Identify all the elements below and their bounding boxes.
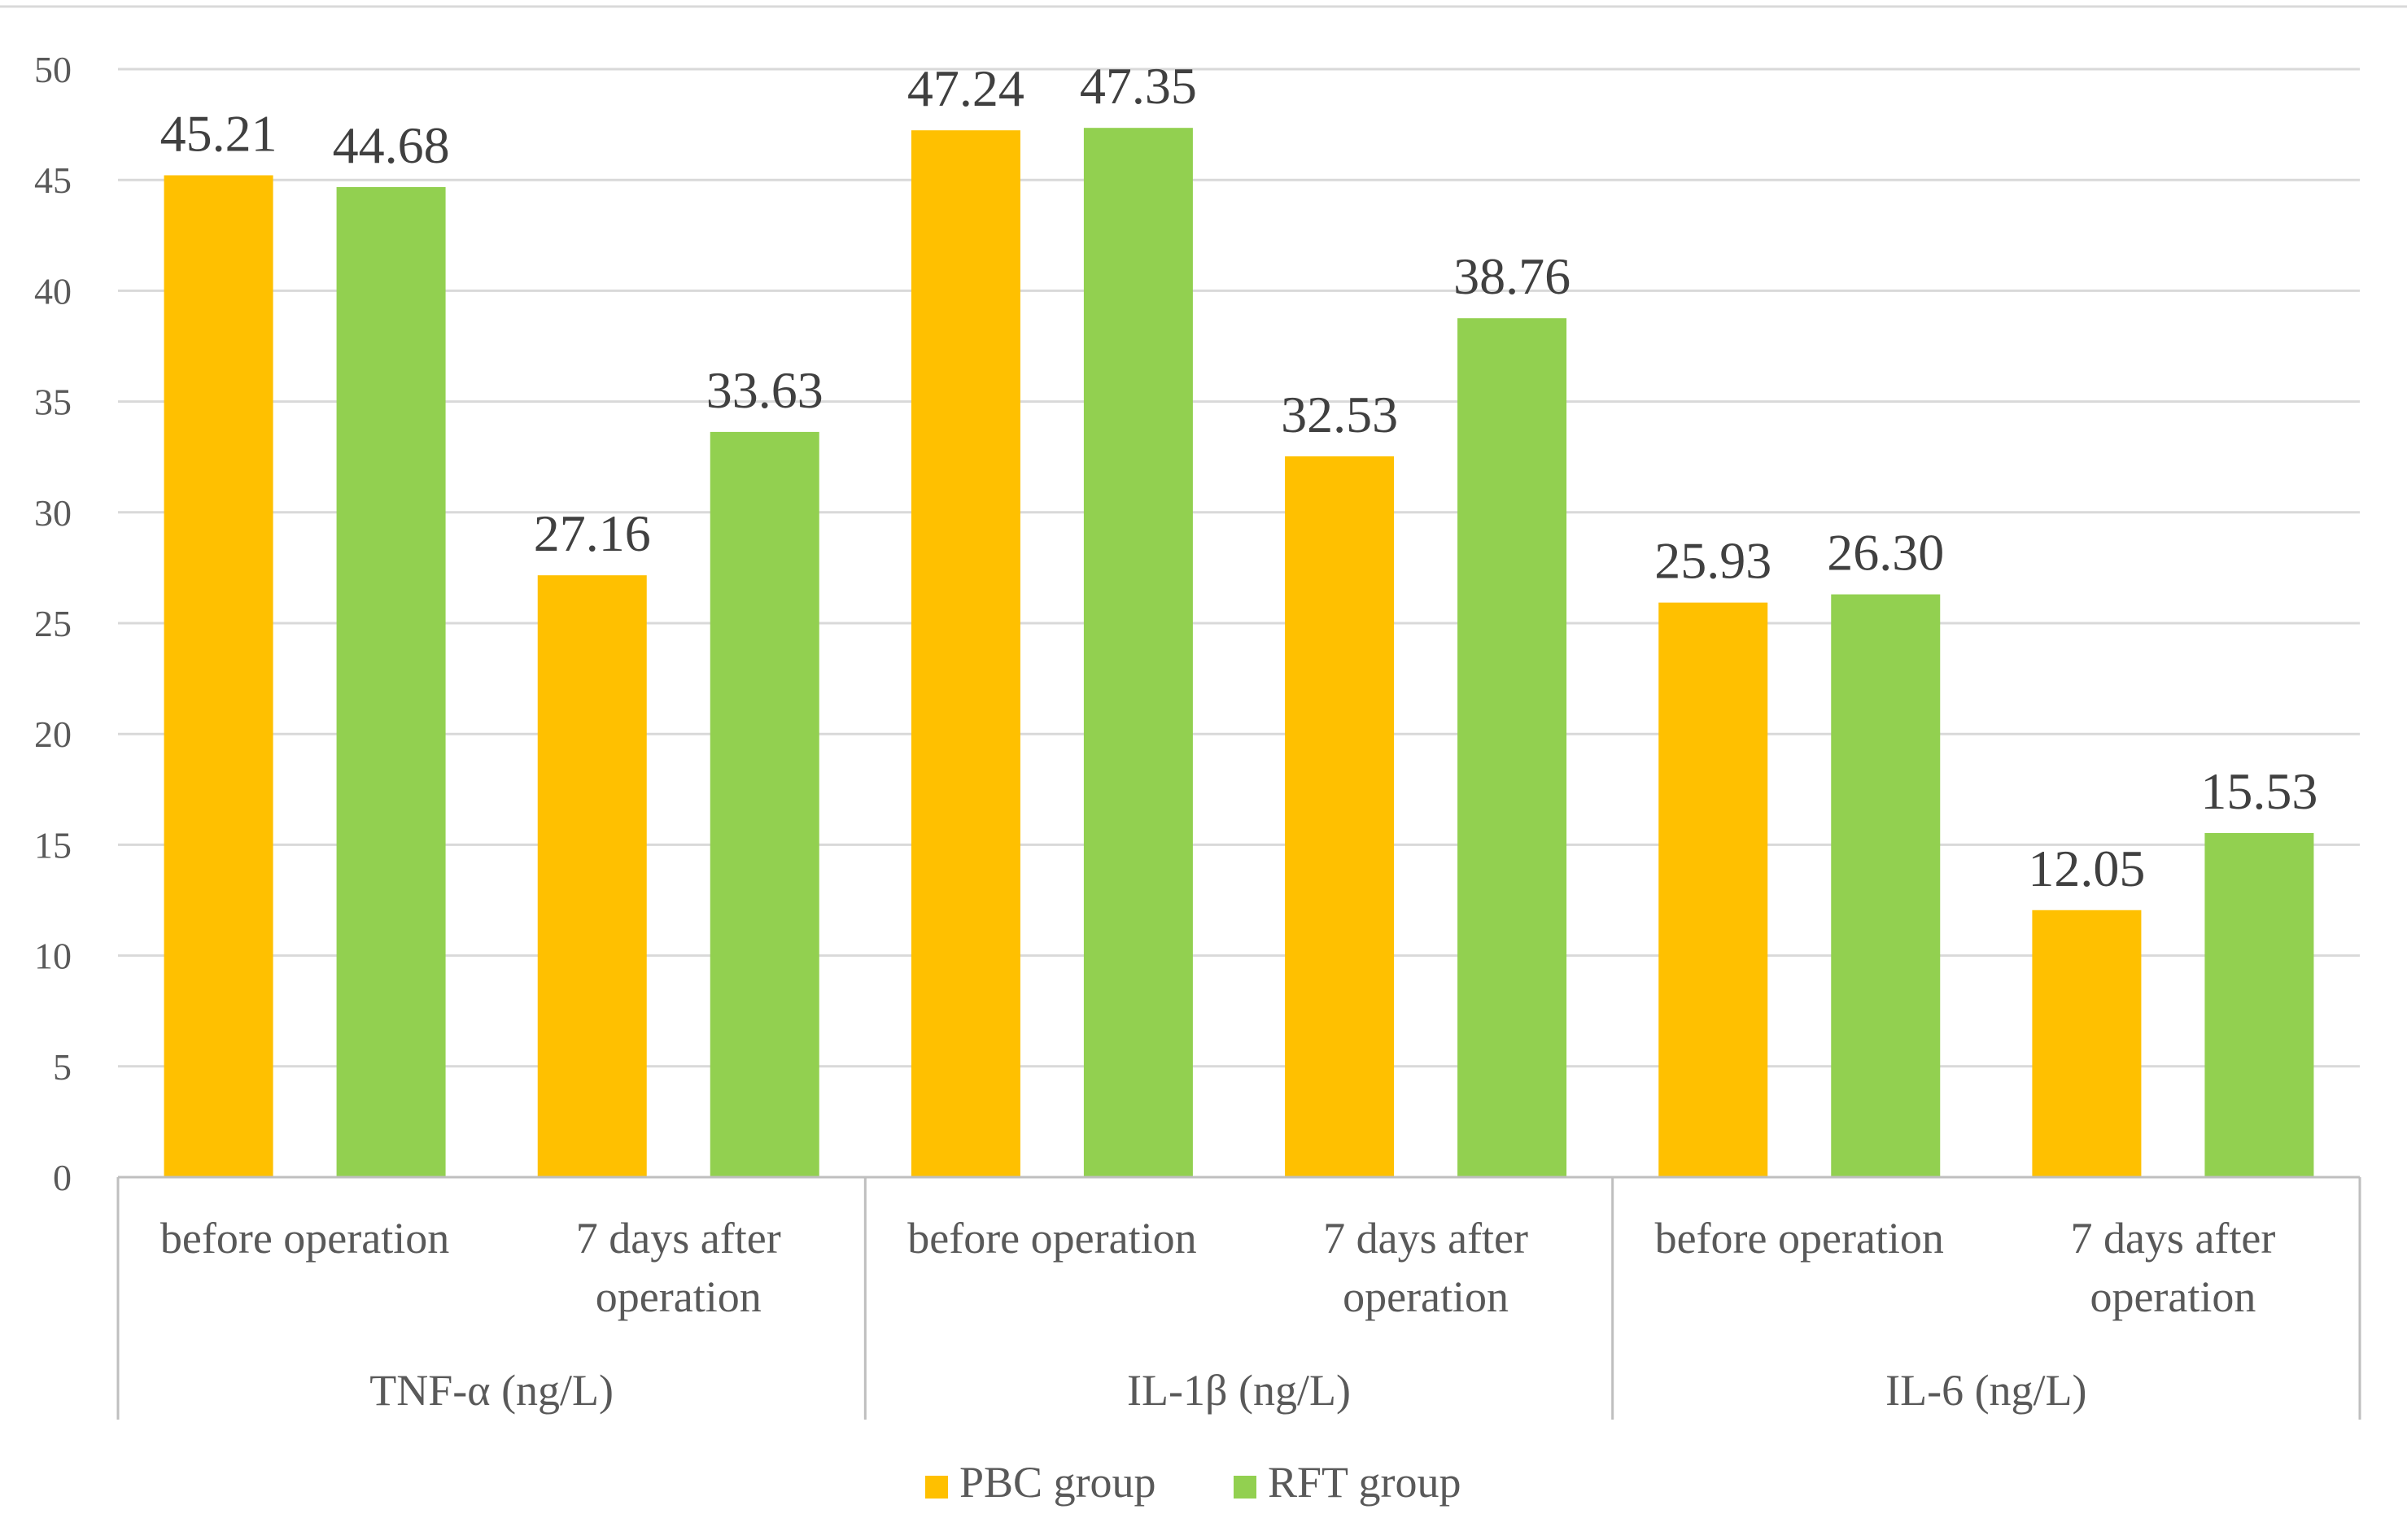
y-axis: 0 5 10 15 20 25 30 35 40 45 50 [34, 49, 72, 1198]
data-label: 12.05 [2028, 840, 2145, 897]
bar-pbc [164, 175, 273, 1177]
y-tick-label: 5 [53, 1046, 72, 1088]
data-label: 33.63 [706, 361, 823, 419]
data-label: 38.76 [1453, 247, 1570, 305]
data-label: 44.68 [333, 116, 450, 174]
bar-rft [1457, 318, 1567, 1177]
data-labels: 45.21 27.16 47.24 32.53 25.93 12.05 44.68 33.63… [160, 57, 2318, 897]
legend-label: RFT group [1268, 1458, 1461, 1507]
legend-swatch [925, 1476, 948, 1499]
y-tick-label: 25 [34, 603, 72, 644]
legend: PBC group RFT group [925, 1458, 1461, 1507]
data-label: 15.53 [2200, 762, 2317, 820]
y-tick-label: 15 [34, 824, 72, 866]
legend-label: PBC group [959, 1458, 1156, 1507]
group-label: IL-1β (ng/L) [1127, 1366, 1351, 1415]
y-tick-label: 50 [34, 49, 72, 90]
x-axis: before operation 7 days after operation TNF… [116, 1176, 2361, 1420]
bar-pbc [911, 130, 1020, 1178]
y-tick-label: 20 [34, 713, 72, 755]
bars [164, 128, 2314, 1178]
bar-rft [1831, 594, 1941, 1177]
bar-pbc [1285, 456, 1395, 1177]
y-tick-label: 40 [34, 270, 72, 312]
data-label: 26.30 [1827, 524, 1944, 582]
data-label: 45.21 [160, 104, 277, 162]
y-tick-label: 0 [53, 1157, 72, 1198]
bar-pbc [537, 575, 647, 1177]
y-tick-label: 45 [34, 159, 72, 201]
category-label: before operation [907, 1214, 1196, 1263]
bar-pbc [2032, 910, 2142, 1177]
legend-swatch [1234, 1476, 1256, 1499]
bar-pbc [1658, 602, 1768, 1177]
data-label: 32.53 [1281, 386, 1398, 443]
category-label: 7 days after operation [576, 1214, 781, 1321]
gridlines [118, 68, 2360, 1068]
category-label: before operation [1655, 1214, 1944, 1263]
data-label: 27.16 [534, 504, 651, 562]
category-label: 7 days after operation [1323, 1214, 1528, 1321]
group-label: TNF-α (ng/L) [369, 1366, 614, 1415]
data-label: 47.24 [907, 59, 1024, 117]
bar-rft [336, 186, 446, 1178]
y-tick-label: 10 [34, 936, 72, 977]
data-label: 47.35 [1080, 57, 1197, 115]
bar-rft [2204, 832, 2314, 1177]
category-label: before operation [160, 1214, 449, 1263]
category-label: 7 days after operation [2070, 1214, 2275, 1321]
bar-rft [1083, 128, 1193, 1177]
bar-rft [710, 431, 819, 1177]
data-label: 25.93 [1654, 532, 1771, 590]
y-tick-label: 35 [34, 382, 72, 423]
group-label: IL-6 (ng/L) [1885, 1366, 2086, 1415]
y-tick-label: 30 [34, 492, 72, 534]
